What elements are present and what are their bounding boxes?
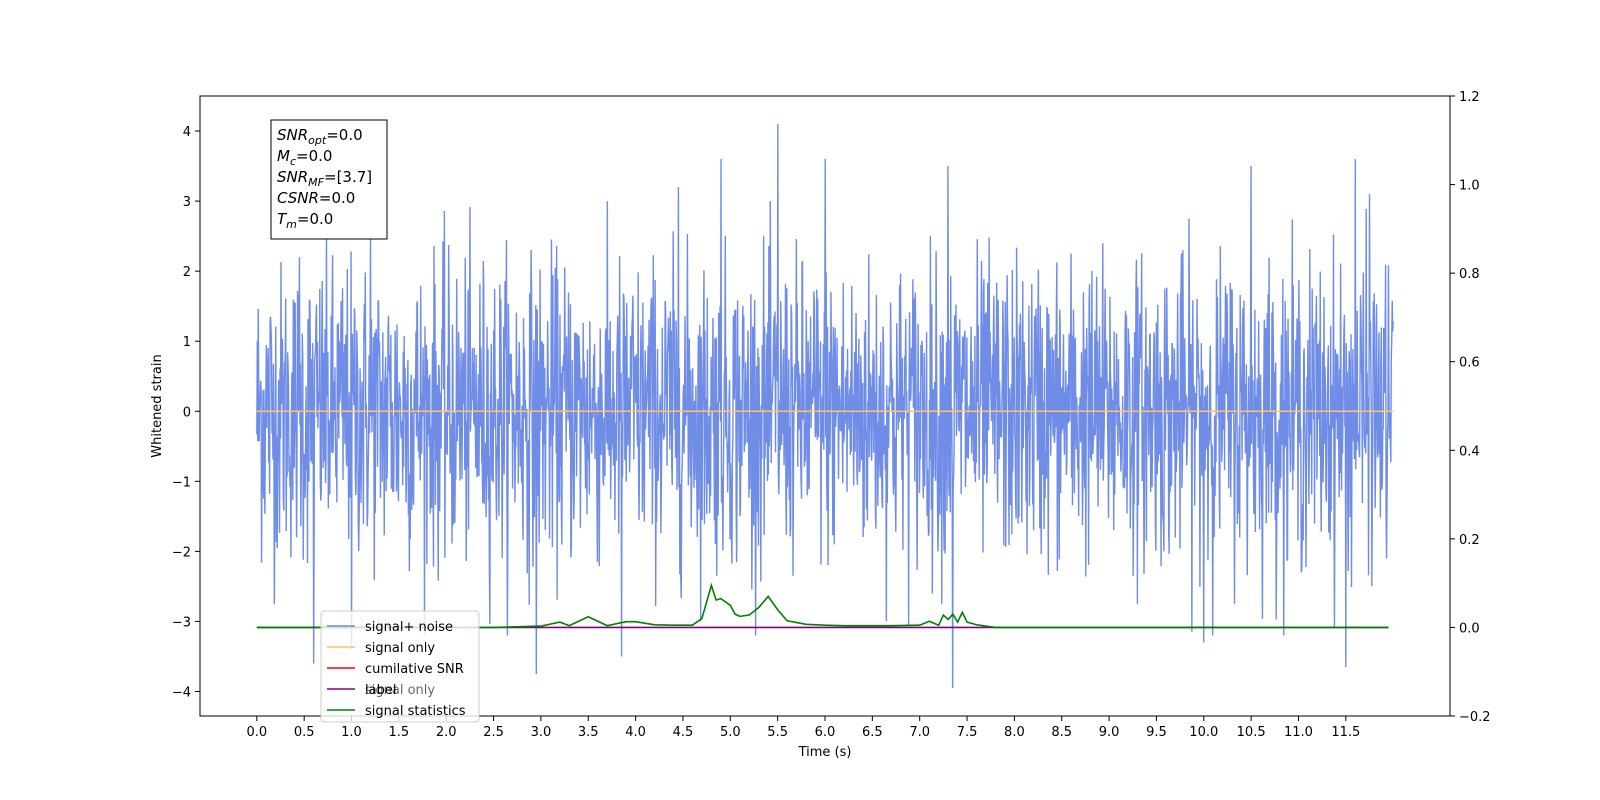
x-tick-label: 11.0: [1284, 725, 1313, 740]
x-tick-label: 7.5: [957, 725, 978, 740]
x-tick-label: 3.0: [531, 725, 552, 740]
x-tick-label: 3.5: [578, 725, 599, 740]
x-tick-label: 1.0: [341, 725, 362, 740]
info-line: SNRopt=0.0: [277, 126, 363, 147]
y-axis-label: Whitened strain: [150, 354, 165, 457]
y2-tick-label: 0.2: [1459, 533, 1480, 548]
y2-tick-label: 0.4: [1459, 444, 1480, 459]
y-tick-label: −2: [172, 545, 191, 560]
y2-tick-label: 0.0: [1459, 621, 1480, 636]
y-axis-ticks: −4 −3 −2 −1 0 1 2 3 4: [172, 125, 200, 700]
info-line: Mc=0.0: [277, 147, 332, 168]
legend-overlap-text: signal only: [365, 683, 435, 698]
x-axis-label: Time (s): [798, 745, 852, 760]
legend-entry: signal+ noise: [365, 620, 453, 635]
series-signal-noise: [256, 124, 1394, 688]
y2-tick-label: 0.6: [1459, 356, 1480, 371]
x-tick-label: 2.5: [483, 725, 504, 740]
legend-entry: signal statistics: [365, 704, 466, 719]
x-tick-label: 10.5: [1237, 725, 1266, 740]
x-tick-label: 0.5: [294, 725, 315, 740]
x-tick-label: 10.0: [1189, 725, 1218, 740]
info-line: Tm=0.0: [277, 210, 333, 231]
y-tick-label: 1: [183, 335, 191, 350]
series-signal-statistics: [256, 582, 1389, 629]
y-tick-label: 4: [183, 125, 191, 140]
plot-area: [256, 124, 1394, 688]
x-tick-label: 8.5: [1051, 725, 1072, 740]
y2-tick-label: −0.2: [1459, 710, 1491, 725]
info-line: CSNR=0.0: [277, 189, 355, 207]
x-tick-label: 5.0: [720, 725, 741, 740]
y2-tick-label: 1.0: [1459, 179, 1480, 194]
y-tick-label: 0: [183, 405, 191, 420]
info-line: SNRMF=[3.7]: [277, 168, 372, 189]
x-tick-label: 9.0: [1099, 725, 1120, 740]
x-tick-label: 2.0: [436, 725, 457, 740]
x-tick-label: 0.0: [246, 725, 267, 740]
legend: signal+ noise signal only cumilative SNR la…: [320, 610, 480, 723]
x-tick-label: 11.5: [1331, 725, 1360, 740]
legend-frame: [320, 610, 480, 723]
legend-entry: cumilative SNR: [365, 662, 464, 677]
x-tick-label: 6.0: [815, 725, 836, 740]
y-tick-label: 2: [183, 265, 191, 280]
y-tick-label: 3: [183, 195, 191, 210]
legend-entry: signal only: [365, 641, 435, 656]
y-tick-label: −3: [172, 615, 191, 630]
info-box-frame: [270, 119, 388, 240]
legend-entry: label: [365, 683, 396, 698]
x-tick-label: 8.0: [1004, 725, 1025, 740]
x-tick-label: 9.5: [1146, 725, 1167, 740]
x-tick-label: 1.5: [389, 725, 410, 740]
y2-tick-label: 0.8: [1459, 267, 1480, 282]
y-tick-label: −4: [172, 685, 191, 700]
x-tick-label: 6.5: [862, 725, 883, 740]
x-tick-label: 4.5: [673, 725, 694, 740]
x-axis-ticks: 0.0 0.5 1.0 1.5 2.0 2.5 3.0 3.5 4.0 4.5 5.0 5.5 6.0 6…: [246, 716, 1360, 740]
x-tick-label: 4.0: [625, 725, 646, 740]
series-lines: [256, 410, 1394, 629]
y2-axis-ticks: −0.2 0.0 0.2 0.4 0.6 0.8 1.0 1.2: [1450, 90, 1491, 725]
y-tick-label: −1: [172, 475, 191, 490]
y2-tick-label: 1.2: [1459, 90, 1480, 105]
x-tick-label: 5.5: [767, 725, 788, 740]
x-tick-label: 7.0: [909, 725, 930, 740]
